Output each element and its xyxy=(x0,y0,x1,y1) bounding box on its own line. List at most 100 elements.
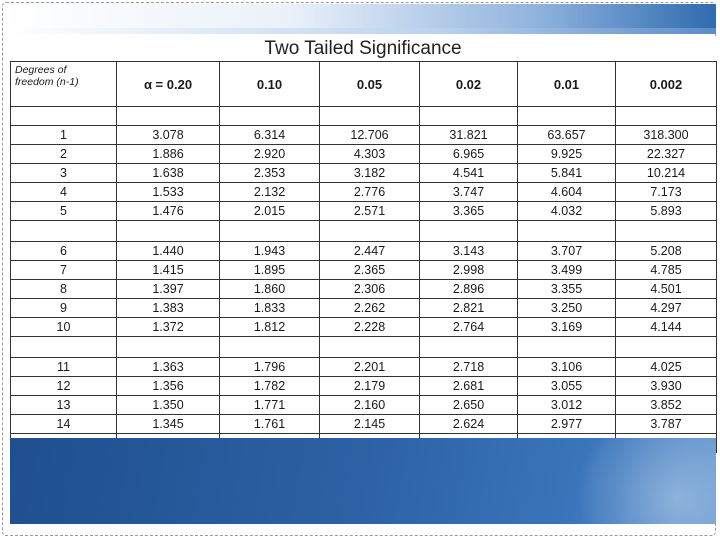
header-row: Degrees of freedom (n-1) α = 0.20 0.10 0… xyxy=(10,61,717,107)
table-row: 6 1.440 1.943 2.447 3.143 3.707 5.208 xyxy=(10,241,717,261)
value-cell: 31.821 xyxy=(419,125,518,145)
df-cell: 6 xyxy=(10,241,117,261)
table-row: 5 1.476 2.015 2.571 3.365 4.032 5.893 xyxy=(10,201,717,221)
value-cell: 4.032 xyxy=(517,201,616,221)
spacer-cell xyxy=(419,106,518,126)
table-row: 3 1.638 2.353 3.182 4.541 5.841 10.214 xyxy=(10,163,717,183)
value-cell: 22.327 xyxy=(615,144,717,164)
value-cell: 3.169 xyxy=(517,317,616,337)
value-cell: 2.447 xyxy=(319,241,420,261)
value-cell: 5.893 xyxy=(615,201,717,221)
dof-header-line1: Degrees of xyxy=(15,64,67,76)
value-cell: 5.208 xyxy=(615,241,717,261)
value-cell: 3.250 xyxy=(517,298,616,318)
spacer-row xyxy=(10,220,717,242)
spacer-cell xyxy=(419,336,518,358)
value-cell: 2.132 xyxy=(219,182,320,202)
value-cell: 2.896 xyxy=(419,279,518,299)
value-cell: 12.706 xyxy=(319,125,420,145)
value-cell: 3.852 xyxy=(615,395,717,415)
value-cell: 9.925 xyxy=(517,144,616,164)
value-cell: 4.303 xyxy=(319,144,420,164)
value-cell: 2.353 xyxy=(219,163,320,183)
spacer-row xyxy=(10,336,717,358)
value-cell: 6.965 xyxy=(419,144,518,164)
spacer-cell xyxy=(615,336,717,358)
value-cell: 1.860 xyxy=(219,279,320,299)
value-cell: 1.761 xyxy=(219,414,320,434)
df-cell: 7 xyxy=(10,260,117,280)
value-cell: 1.415 xyxy=(116,260,220,280)
column-header: 0.002 xyxy=(615,61,717,107)
df-cell: 12 xyxy=(10,376,117,396)
value-cell: 3.055 xyxy=(517,376,616,396)
spacer-cell xyxy=(219,220,320,242)
value-cell: 1.886 xyxy=(116,144,220,164)
df-cell: 8 xyxy=(10,279,117,299)
value-cell: 2.776 xyxy=(319,182,420,202)
value-cell: 4.501 xyxy=(615,279,717,299)
table-row: 11 1.363 1.796 2.201 2.718 3.106 4.025 xyxy=(10,357,717,377)
value-cell: 2.718 xyxy=(419,357,518,377)
spacer-cell xyxy=(319,220,420,242)
value-cell: 2.015 xyxy=(219,201,320,221)
table-body: 1 3.078 6.314 12.706 31.821 63.657 318.300 2 1.8… xyxy=(10,106,717,453)
value-cell: 1.350 xyxy=(116,395,220,415)
top-banner xyxy=(4,4,716,34)
table-row: 13 1.350 1.771 2.160 2.650 3.012 3.852 xyxy=(10,395,717,415)
value-cell: 3.499 xyxy=(517,260,616,280)
value-cell: 1.782 xyxy=(219,376,320,396)
value-cell: 2.145 xyxy=(319,414,420,434)
spacer-cell xyxy=(116,220,220,242)
spacer-cell xyxy=(10,336,117,358)
value-cell: 2.262 xyxy=(319,298,420,318)
spacer-row xyxy=(10,106,717,126)
value-cell: 2.764 xyxy=(419,317,518,337)
spacer-cell xyxy=(615,220,717,242)
spacer-cell xyxy=(517,106,616,126)
column-header: 0.02 xyxy=(419,61,518,107)
table-row: 2 1.886 2.920 4.303 6.965 9.925 22.327 xyxy=(10,144,717,164)
t-table-image: Two Tailed Significance Degrees of freed… xyxy=(10,36,717,453)
value-cell: 2.365 xyxy=(319,260,420,280)
value-cell: 2.179 xyxy=(319,376,420,396)
spacer-cell xyxy=(116,106,220,126)
value-cell: 1.638 xyxy=(116,163,220,183)
value-cell: 1.440 xyxy=(116,241,220,261)
value-cell: 10.214 xyxy=(615,163,717,183)
df-cell: 3 xyxy=(10,163,117,183)
value-cell: 3.747 xyxy=(419,182,518,202)
value-cell: 1.476 xyxy=(116,201,220,221)
value-cell: 4.541 xyxy=(419,163,518,183)
value-cell: 2.821 xyxy=(419,298,518,318)
value-cell: 1.397 xyxy=(116,279,220,299)
value-cell: 1.363 xyxy=(116,357,220,377)
spacer-cell xyxy=(219,106,320,126)
bottom-banner xyxy=(10,438,716,524)
value-cell: 3.143 xyxy=(419,241,518,261)
column-header: 0.01 xyxy=(517,61,616,107)
value-cell: 1.345 xyxy=(116,414,220,434)
dof-header: Degrees of freedom (n-1) xyxy=(10,61,117,107)
value-cell: 1.895 xyxy=(219,260,320,280)
value-cell: 3.106 xyxy=(517,357,616,377)
value-cell: 5.841 xyxy=(517,163,616,183)
dof-header-line2: freedom (n-1) xyxy=(15,76,79,88)
value-cell: 1.383 xyxy=(116,298,220,318)
column-header: 0.10 xyxy=(219,61,320,107)
df-cell: 14 xyxy=(10,414,117,434)
value-cell: 4.785 xyxy=(615,260,717,280)
spacer-cell xyxy=(615,106,717,126)
value-cell: 1.812 xyxy=(219,317,320,337)
spacer-cell xyxy=(517,336,616,358)
value-cell: 3.078 xyxy=(116,125,220,145)
spacer-cell xyxy=(10,106,117,126)
spacer-cell xyxy=(116,336,220,358)
df-cell: 10 xyxy=(10,317,117,337)
table-row: 14 1.345 1.761 2.145 2.624 2.977 3.787 xyxy=(10,414,717,434)
value-cell: 2.624 xyxy=(419,414,518,434)
df-cell: 5 xyxy=(10,201,117,221)
value-cell: 4.144 xyxy=(615,317,717,337)
spacer-cell xyxy=(517,220,616,242)
value-cell: 1.796 xyxy=(219,357,320,377)
